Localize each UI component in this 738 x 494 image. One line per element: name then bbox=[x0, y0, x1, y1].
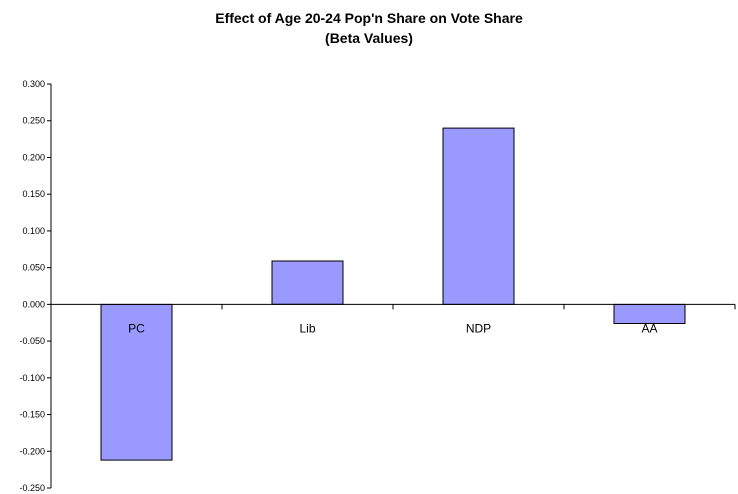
category-label-pc: PC bbox=[128, 321, 145, 335]
y-tick-label: 0.100 bbox=[22, 226, 45, 236]
y-tick-label: 0.300 bbox=[22, 79, 45, 89]
chart-title-line2: (Beta Values) bbox=[325, 30, 413, 46]
bars-group bbox=[100, 127, 686, 461]
y-tick-label: -0.200 bbox=[19, 446, 45, 456]
y-tick-label: -0.100 bbox=[19, 373, 45, 383]
y-tick-label: -0.250 bbox=[19, 483, 45, 493]
chart-title-line1: Effect of Age 20-24 Pop'n Share on Vote … bbox=[215, 10, 523, 26]
y-tick-label: 0.000 bbox=[22, 299, 45, 309]
bar-ndp bbox=[442, 127, 515, 305]
y-tick-label: 0.250 bbox=[22, 116, 45, 126]
y-tick-label: -0.050 bbox=[19, 336, 45, 346]
y-tick-label: -0.150 bbox=[19, 410, 45, 420]
y-tick-label: 0.050 bbox=[22, 263, 45, 273]
axes-group bbox=[47, 83, 736, 489]
labels-group: 0.300 0.250 0.200 0.150 0.100 0.050 0.000 -0.05… bbox=[19, 79, 657, 493]
bar-lib bbox=[271, 260, 344, 305]
category-label-lib: Lib bbox=[299, 321, 315, 335]
y-tick-label: 0.150 bbox=[22, 189, 45, 199]
category-label-ndp: NDP bbox=[466, 321, 491, 335]
y-tick-label: 0.200 bbox=[22, 152, 45, 162]
chart-title: Effect of Age 20-24 Pop'n Share on Vote … bbox=[0, 8, 738, 48]
category-label-aa: AA bbox=[641, 321, 657, 335]
bar-pc bbox=[100, 303, 173, 461]
